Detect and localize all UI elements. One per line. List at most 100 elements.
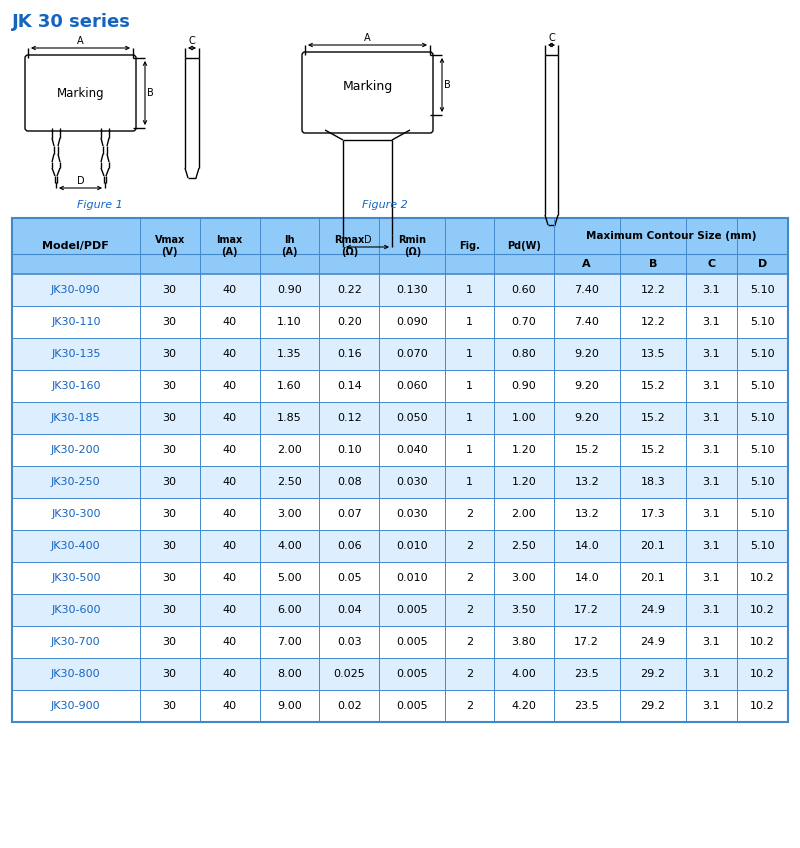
Text: Imax
(A): Imax (A) bbox=[217, 235, 242, 257]
Bar bbox=[12, 370, 788, 402]
Text: 5.10: 5.10 bbox=[750, 285, 774, 295]
Text: JK30-090: JK30-090 bbox=[51, 285, 101, 295]
Text: 9.20: 9.20 bbox=[574, 349, 599, 359]
Text: 0.025: 0.025 bbox=[334, 669, 366, 679]
Text: 0.03: 0.03 bbox=[337, 637, 362, 647]
Bar bbox=[12, 626, 788, 658]
Text: 0.010: 0.010 bbox=[397, 541, 428, 551]
Text: 1: 1 bbox=[466, 381, 473, 391]
Text: Fig.: Fig. bbox=[459, 241, 480, 251]
Text: 10.2: 10.2 bbox=[750, 701, 775, 711]
Text: 30: 30 bbox=[162, 637, 177, 647]
Text: 0.10: 0.10 bbox=[337, 445, 362, 455]
Bar bbox=[12, 690, 788, 722]
Text: 3.1: 3.1 bbox=[702, 637, 720, 647]
Text: 1.00: 1.00 bbox=[511, 413, 536, 423]
Text: JK30-250: JK30-250 bbox=[51, 477, 101, 487]
Text: 0.005: 0.005 bbox=[397, 637, 428, 647]
Text: 1: 1 bbox=[466, 477, 473, 487]
Text: 0.02: 0.02 bbox=[337, 701, 362, 711]
Text: 40: 40 bbox=[222, 637, 237, 647]
Text: 6.00: 6.00 bbox=[277, 605, 302, 615]
Text: 0.08: 0.08 bbox=[337, 477, 362, 487]
Text: 0.070: 0.070 bbox=[397, 349, 428, 359]
Text: 30: 30 bbox=[162, 509, 177, 519]
Text: 40: 40 bbox=[222, 541, 237, 551]
Text: 20.1: 20.1 bbox=[641, 541, 665, 551]
FancyBboxPatch shape bbox=[25, 55, 136, 131]
Text: 2: 2 bbox=[466, 541, 473, 551]
Text: 1.85: 1.85 bbox=[277, 413, 302, 423]
Text: 9.20: 9.20 bbox=[574, 381, 599, 391]
Text: 2.00: 2.00 bbox=[511, 509, 536, 519]
Text: 3.1: 3.1 bbox=[702, 477, 720, 487]
Text: 30: 30 bbox=[162, 701, 177, 711]
Text: 5.10: 5.10 bbox=[750, 381, 774, 391]
Text: 40: 40 bbox=[222, 349, 237, 359]
Text: 29.2: 29.2 bbox=[640, 701, 666, 711]
Text: 40: 40 bbox=[222, 573, 237, 583]
Text: 5.10: 5.10 bbox=[750, 413, 774, 423]
Text: 15.2: 15.2 bbox=[641, 445, 665, 455]
Text: 2.00: 2.00 bbox=[277, 445, 302, 455]
Text: B: B bbox=[444, 80, 450, 90]
Text: 30: 30 bbox=[162, 317, 177, 327]
Text: 1: 1 bbox=[466, 445, 473, 455]
Text: 2.50: 2.50 bbox=[277, 477, 302, 487]
Text: 3.1: 3.1 bbox=[702, 573, 720, 583]
Text: 3.1: 3.1 bbox=[702, 701, 720, 711]
Text: 3.1: 3.1 bbox=[702, 413, 720, 423]
Text: 40: 40 bbox=[222, 381, 237, 391]
Text: Rmin
(Ω): Rmin (Ω) bbox=[398, 235, 426, 257]
Text: 1.35: 1.35 bbox=[277, 349, 302, 359]
Text: 0.05: 0.05 bbox=[337, 573, 362, 583]
Text: JK30-600: JK30-600 bbox=[51, 605, 101, 615]
Bar bbox=[12, 218, 788, 722]
Text: 14.0: 14.0 bbox=[574, 573, 599, 583]
Text: 13.5: 13.5 bbox=[641, 349, 665, 359]
Text: JK30-160: JK30-160 bbox=[51, 381, 101, 391]
Text: 40: 40 bbox=[222, 317, 237, 327]
Text: 10.2: 10.2 bbox=[750, 637, 775, 647]
Text: 3.1: 3.1 bbox=[702, 605, 720, 615]
Text: C: C bbox=[548, 33, 555, 43]
Text: 2: 2 bbox=[466, 573, 473, 583]
Text: 30: 30 bbox=[162, 605, 177, 615]
Text: 40: 40 bbox=[222, 701, 237, 711]
Text: Marking: Marking bbox=[57, 86, 104, 99]
Bar bbox=[12, 498, 788, 530]
Bar bbox=[12, 338, 788, 370]
Text: 3.80: 3.80 bbox=[511, 637, 536, 647]
Text: 3.1: 3.1 bbox=[702, 317, 720, 327]
Text: 3.1: 3.1 bbox=[702, 509, 720, 519]
Text: 0.22: 0.22 bbox=[337, 285, 362, 295]
Bar bbox=[12, 594, 788, 626]
Text: 0.70: 0.70 bbox=[511, 317, 536, 327]
Text: JK30-900: JK30-900 bbox=[51, 701, 101, 711]
Text: 0.130: 0.130 bbox=[397, 285, 428, 295]
Text: 1: 1 bbox=[466, 413, 473, 423]
Text: 40: 40 bbox=[222, 445, 237, 455]
Text: JK30-300: JK30-300 bbox=[51, 509, 101, 519]
Text: 17.3: 17.3 bbox=[641, 509, 665, 519]
Text: 30: 30 bbox=[162, 445, 177, 455]
Text: 18.3: 18.3 bbox=[641, 477, 665, 487]
Text: JK 30 series: JK 30 series bbox=[12, 13, 131, 31]
Bar bbox=[12, 658, 788, 690]
Text: 30: 30 bbox=[162, 381, 177, 391]
Text: 0.005: 0.005 bbox=[397, 701, 428, 711]
Text: Figure 1: Figure 1 bbox=[77, 200, 123, 210]
Text: 30: 30 bbox=[162, 349, 177, 359]
Text: 2.50: 2.50 bbox=[511, 541, 536, 551]
Text: 40: 40 bbox=[222, 285, 237, 295]
Bar bbox=[12, 434, 788, 466]
Text: 2: 2 bbox=[466, 701, 473, 711]
Text: 1: 1 bbox=[466, 317, 473, 327]
Text: A: A bbox=[364, 33, 371, 43]
Text: 0.010: 0.010 bbox=[397, 573, 428, 583]
Text: 12.2: 12.2 bbox=[640, 285, 666, 295]
Text: 40: 40 bbox=[222, 669, 237, 679]
Text: 15.2: 15.2 bbox=[641, 413, 665, 423]
Text: 4.00: 4.00 bbox=[511, 669, 536, 679]
Text: 23.5: 23.5 bbox=[574, 701, 599, 711]
